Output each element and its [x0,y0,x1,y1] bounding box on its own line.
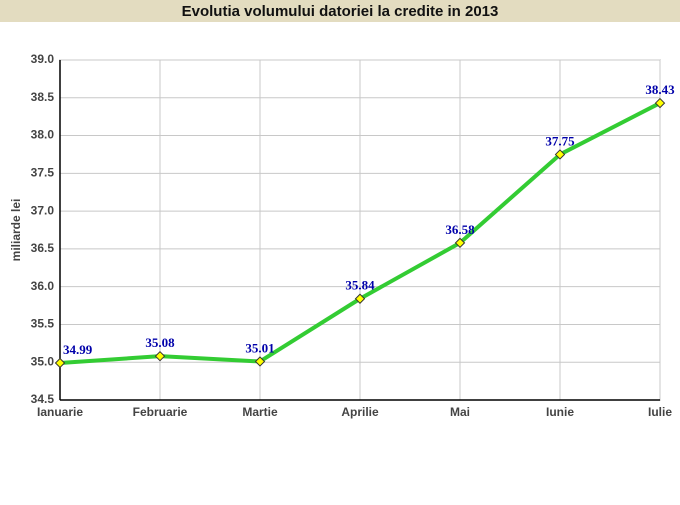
data-label: 35.84 [345,278,375,293]
marker [54,357,66,369]
data-label: 34.99 [63,342,93,357]
x-tick-label: Iulie [648,405,672,419]
x-tick-label: Februarie [133,405,188,419]
data-label: 37.75 [545,133,575,148]
y-tick-label: 35.5 [31,317,55,331]
y-tick-label: 35.0 [31,354,55,368]
y-tick-label: 37.5 [31,166,55,180]
y-axis-label: miliarde lei [9,199,23,262]
x-tick-label: Martie [242,405,278,419]
marker [254,356,266,367]
data-label: 36.58 [445,222,475,237]
data-label: 38.43 [645,82,675,97]
x-tick-label: Mai [450,405,470,419]
marker [454,237,466,249]
title-bar [0,0,680,22]
y-tick-label: 39.0 [31,52,55,66]
marker [154,350,166,362]
chart-title: Evolutia volumului datoriei la credite i… [182,3,499,20]
marker [654,97,666,109]
x-tick-label: Ianuarie [37,405,83,419]
y-tick-label: 36.0 [31,279,55,293]
y-tick-label: 37.0 [31,203,55,217]
marker [554,149,566,160]
marker [354,293,366,304]
y-tick-label: 38.0 [31,128,55,142]
data-label: 35.08 [145,335,175,350]
y-tick-label: 34.5 [31,392,55,406]
x-tick-label: Iunie [546,405,574,419]
x-tick-label: Aprilie [341,405,379,419]
data-label: 35.01 [245,340,274,355]
y-tick-label: 38.5 [31,90,55,104]
y-tick-label: 36.5 [31,241,55,255]
